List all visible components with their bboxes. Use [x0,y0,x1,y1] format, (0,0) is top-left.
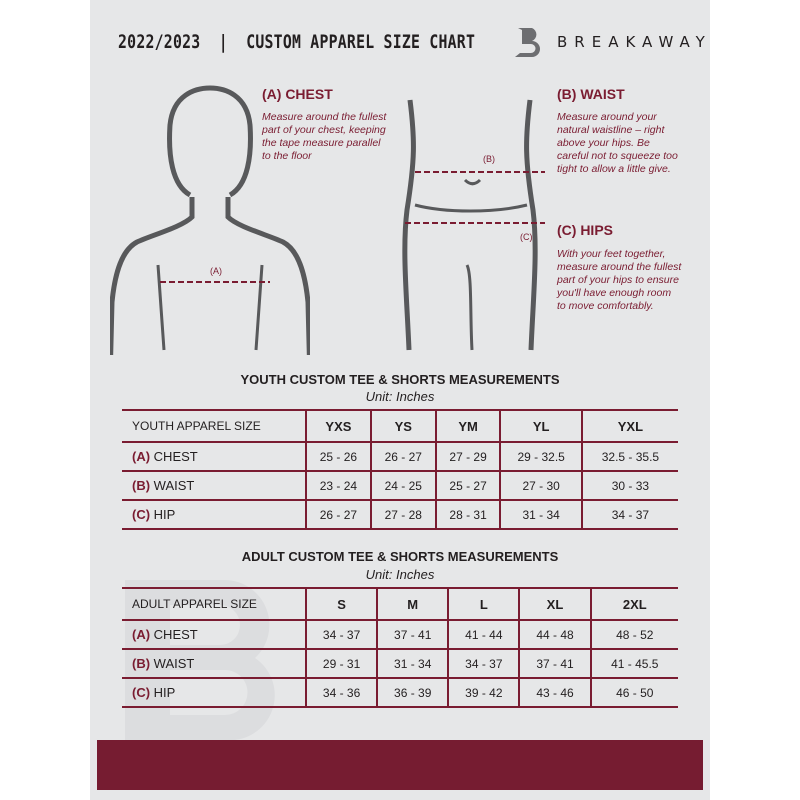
size-header: M [376,588,449,621]
size-header: YL [499,410,582,443]
measurement-value: 48 - 52 [589,620,678,650]
header-row: YOUTH APPAREL SIZE YXS YS YM YL YXL [122,410,678,443]
table-row: (C) HIP 34 - 36 36 - 39 39 - 42 43 - 46 46 - … [122,678,678,708]
measurement-value: 31 - 34 [499,500,582,530]
measurement-value: 29 - 32.5 [499,442,582,472]
measurement-value: 34 - 36 [304,678,378,708]
measurement-value: 24 - 25 [369,471,436,501]
measurement-value: 26 - 27 [305,500,371,530]
measurement-value: 34 - 37 [580,500,678,530]
size-header: YXL [580,410,678,443]
measurement-value: 27 - 29 [434,442,501,472]
brand-name: BREAKAWAY [557,33,712,51]
measurement-value: 27 - 28 [369,500,436,530]
chest-heading: (A) CHEST [262,86,333,102]
hips-description: With your feet together, measure around … [557,248,682,312]
measurement-value: 44 - 48 [518,620,591,650]
measurement-label: (C) HIP [122,500,306,530]
measurement-value: 36 - 39 [376,678,449,708]
waist-marker: (B) [483,154,495,164]
size-header: YXS [305,410,371,443]
measurement-label: (C) HIP [122,678,306,708]
table-row: (A) CHEST 34 - 37 37 - 41 41 - 44 44 - 48 48 … [122,620,678,650]
header-row: ADULT APPAREL SIZE S M L XL 2XL [122,588,678,621]
chest-marker: (A) [210,266,222,276]
measurement-value: 37 - 41 [376,620,449,650]
measurement-value: 23 - 24 [305,471,371,501]
measurement-value: 25 - 27 [434,471,501,501]
measurement-value: 43 - 46 [518,678,591,708]
measurement-value: 37 - 41 [518,649,591,679]
measurement-name: WAIST [153,478,195,493]
youth-size-table: YOUTH APPAREL SIZE YXS YS YM YL YXL (A) CHEST 2… [122,409,678,530]
measurement-value: 32.5 - 35.5 [580,442,678,472]
measurement-letter: (C) [132,685,151,700]
measurement-name: HIP [153,685,176,700]
measurement-letter: (B) [132,656,151,671]
measurement-letter: (B) [132,478,151,493]
adult-table-title: ADULT CUSTOM TEE & SHORTS MEASUREMENTS [241,549,559,564]
measurement-value: 41 - 44 [447,620,520,650]
hips-heading: (C) HIPS [557,222,613,238]
upper-body-figure [110,85,310,355]
measurement-value: 27 - 30 [499,471,582,501]
measurement-value: 26 - 27 [369,442,436,472]
measurement-name: CHEST [153,449,198,464]
measurement-value: 25 - 26 [305,442,371,472]
table-row: (B) WAIST 23 - 24 24 - 25 25 - 27 27 - 30 30 … [122,471,678,501]
size-header: YM [434,410,501,443]
size-header: XL [518,588,591,621]
youth-table-title: YOUTH CUSTOM TEE & SHORTS MEASUREMENTS [240,372,560,387]
measurement-value: 31 - 34 [376,649,449,679]
waist-heading: (B) WAIST [557,86,625,102]
measurement-name: HIP [153,507,176,522]
adult-size-table: ADULT APPAREL SIZE S M L XL 2XL (A) CHEST 34 - … [122,587,678,708]
measurement-label: (A) CHEST [122,442,306,472]
table-row: (B) WAIST 29 - 31 31 - 34 34 - 37 37 - 41 41 … [122,649,678,679]
measurement-letter: (A) [132,627,151,642]
breakaway-logo-icon [515,28,540,57]
measurement-value: 41 - 45.5 [589,649,678,679]
table-row: (C) HIP 26 - 27 27 - 28 28 - 31 31 - 34 34 - … [122,500,678,530]
measurement-letter: (C) [132,507,151,522]
size-header: L [447,588,520,621]
youth-unit: Unit: Inches [365,389,435,404]
waist-description: Measure around your natural waistline – … [557,111,678,175]
footer-bar [97,740,703,790]
size-header: YS [369,410,436,443]
measurement-value: 34 - 37 [304,620,378,650]
measurement-name: WAIST [153,656,195,671]
measurement-letter: (A) [132,449,151,464]
size-header: 2XL [589,588,678,621]
measurement-value: 46 - 50 [589,678,678,708]
measurement-value: 28 - 31 [434,500,501,530]
size-label: ADULT APPAREL SIZE [122,588,306,621]
measurement-name: CHEST [153,627,198,642]
chest-description: Measure around the fullest part of your … [262,111,387,162]
adult-unit: Unit: Inches [365,567,435,582]
measurement-value: 39 - 42 [447,678,520,708]
size-label: YOUTH APPAREL SIZE [122,410,306,443]
measurement-label: (B) WAIST [122,471,306,501]
lower-body-figure [402,99,545,351]
measurement-value: 34 - 37 [447,649,520,679]
size-header: S [304,588,378,621]
measurement-value: 29 - 31 [304,649,378,679]
hips-marker: (C) [520,232,533,242]
page-title: 2022/2023 | CUSTOM APPAREL SIZE CHART [118,31,476,53]
measurement-label: (B) WAIST [122,649,306,679]
measurement-value: 30 - 33 [580,471,678,501]
measurement-label: (A) CHEST [122,620,306,650]
table-row: (A) CHEST 25 - 26 26 - 27 27 - 29 29 - 32.5 3… [122,442,678,472]
